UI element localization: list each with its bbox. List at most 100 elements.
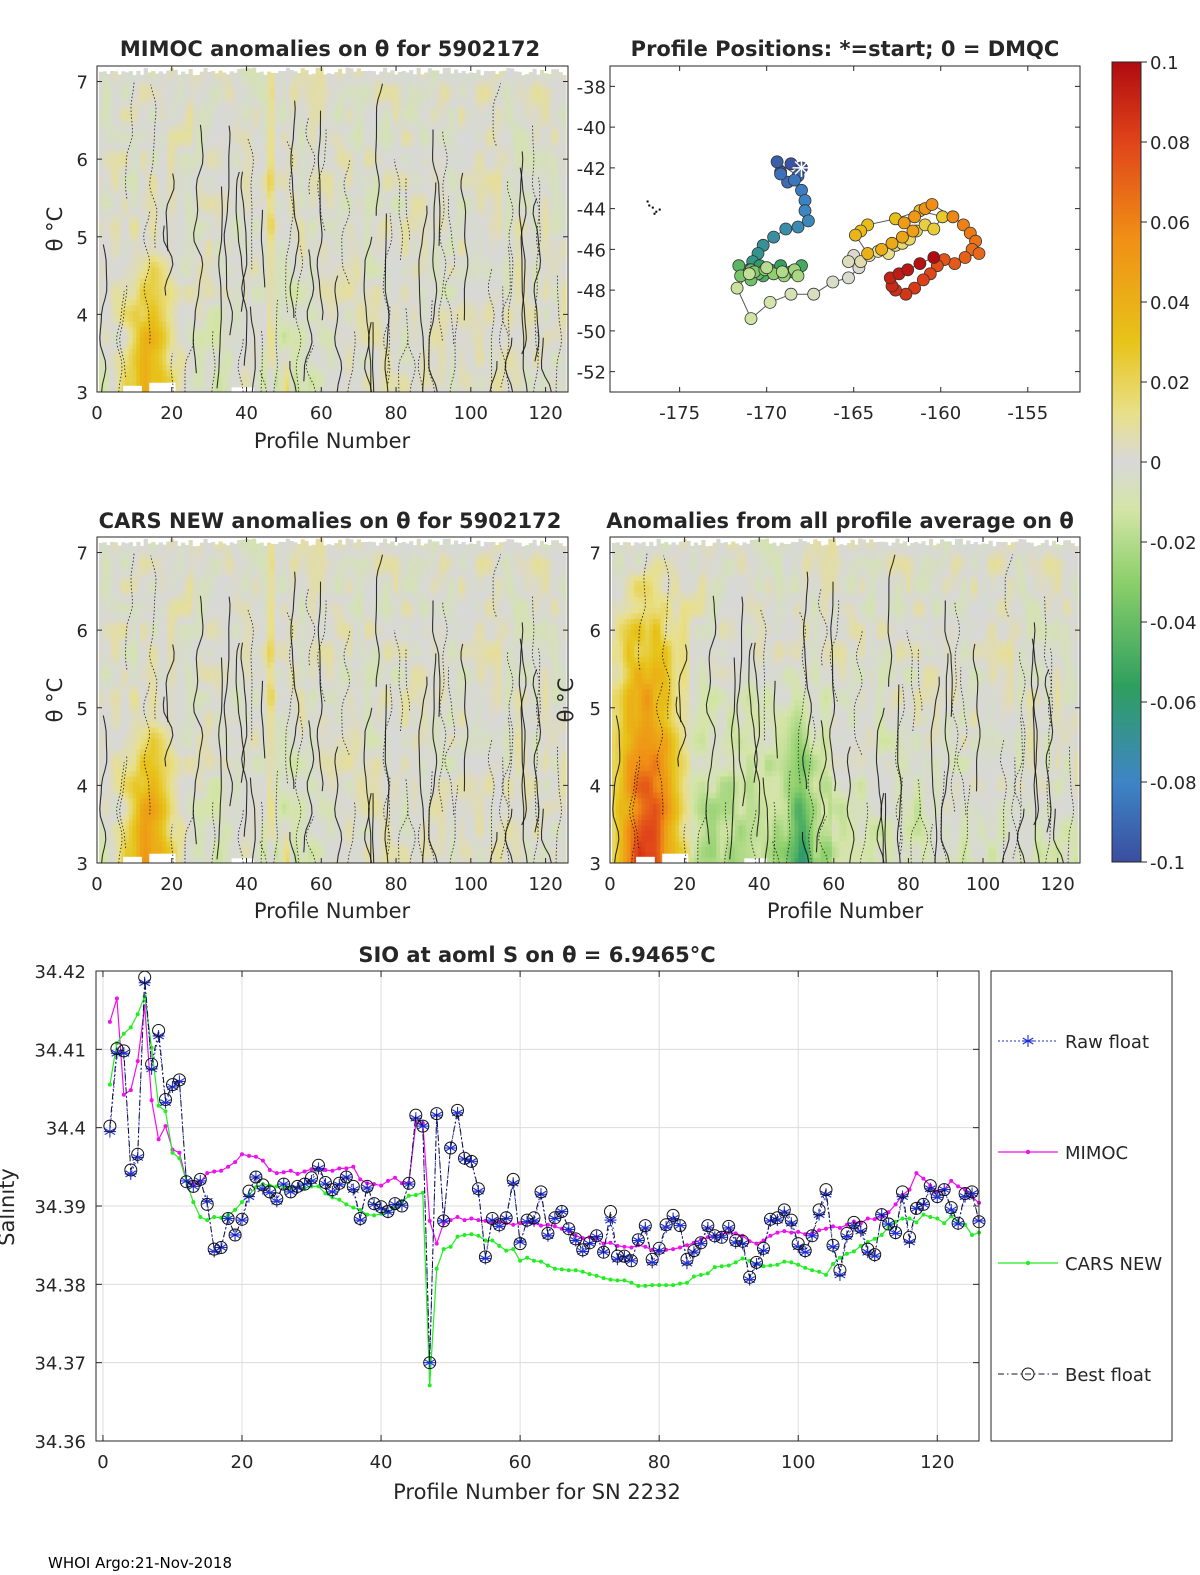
heatmap-cell [177, 142, 182, 148]
heatmap-cell [102, 234, 107, 241]
heatmap-cell [383, 212, 388, 219]
heatmap-cell [125, 234, 130, 241]
heatmap-cell [285, 201, 290, 208]
heatmap-cell [282, 245, 287, 252]
heatmap-cell [136, 142, 141, 148]
heatmap-cell [341, 76, 346, 83]
heatmap-cell [285, 196, 290, 203]
heatmap-cell [181, 98, 186, 105]
heatmap-cell [304, 114, 309, 121]
heatmap-cell [304, 152, 309, 159]
heatmap-cell [132, 196, 137, 203]
heatmap-cell [203, 207, 208, 214]
heatmap-cell [289, 82, 294, 89]
heatmap-cell [364, 272, 369, 279]
heatmap-cell [143, 131, 148, 138]
heatmap-cell [222, 125, 227, 132]
heatmap-cell [196, 343, 201, 349]
heatmap-cell [397, 87, 403, 94]
heatmap-cell [326, 294, 332, 301]
heatmap-cell [147, 234, 152, 241]
heatmap-cell [345, 104, 350, 110]
heatmap-cell [394, 234, 399, 241]
heatmap-cell [102, 277, 107, 284]
heatmap-cell [98, 354, 104, 360]
heatmap-cell [345, 196, 350, 203]
heatmap-cell [270, 109, 275, 116]
heatmap-cell [151, 370, 156, 377]
heatmap-cell [319, 147, 324, 154]
heatmap-cell [315, 131, 320, 138]
heatmap-cell [203, 152, 208, 159]
heatmap-cell [229, 93, 234, 100]
heatmap-cell [203, 234, 208, 241]
heatmap-cell [196, 180, 201, 186]
heatmap-cell [132, 277, 137, 284]
heatmap-cell [259, 277, 264, 284]
heatmap-cell [222, 109, 227, 116]
heatmap-cell [255, 321, 261, 328]
heatmap-cell [166, 305, 171, 311]
heatmap-cell [345, 163, 350, 170]
heatmap-cell [226, 250, 231, 257]
heatmap-cell [330, 104, 335, 110]
heatmap-cell [356, 180, 361, 186]
heatmap-cell [379, 131, 384, 138]
heatmap-cell [289, 196, 294, 203]
heatmap-cell [199, 239, 204, 246]
heatmap-cell [349, 354, 354, 360]
heatmap-cell [207, 136, 212, 143]
heatmap-cell [368, 359, 373, 366]
heatmap-cell [226, 74, 231, 78]
heatmap-cell [274, 359, 279, 366]
heatmap-cell [113, 82, 118, 89]
heatmap-cell [379, 147, 384, 154]
heatmap-cell [196, 98, 201, 105]
heatmap-cell [375, 272, 380, 279]
heatmap-cell [297, 288, 302, 295]
heatmap-cell [196, 250, 201, 257]
heatmap-cell [364, 343, 369, 349]
heatmap-cell [383, 120, 388, 127]
heatmap-cell [308, 348, 313, 355]
heatmap-cell [267, 163, 272, 170]
heatmap-cell [338, 180, 343, 186]
heatmap-cell [188, 218, 193, 224]
heatmap-cell [405, 163, 410, 170]
heatmap-cell [270, 321, 275, 328]
heatmap-cell [353, 98, 358, 105]
heatmap-cell [188, 201, 193, 208]
heatmap-cell [128, 277, 133, 284]
heatmap-cell [289, 343, 294, 349]
heatmap-cell [248, 174, 253, 181]
heatmap-cell [278, 142, 283, 148]
heatmap-cell [405, 234, 410, 241]
heatmap-cell [110, 294, 115, 301]
heatmap-cell [345, 191, 350, 197]
heatmap-cell [289, 381, 294, 387]
heatmap-cell [181, 288, 186, 295]
heatmap-cell [248, 321, 253, 328]
heatmap-cell [267, 326, 272, 333]
heatmap-cell [263, 169, 268, 176]
heatmap-cell [214, 337, 219, 344]
heatmap-cell [297, 163, 302, 170]
heatmap-cell [311, 142, 317, 148]
heatmap-cell [330, 185, 335, 192]
heatmap-cell [300, 245, 305, 252]
heatmap-cell [184, 174, 189, 181]
heatmap-cell [379, 267, 384, 273]
heatmap-cell [330, 386, 335, 393]
heatmap-cell [98, 299, 104, 306]
heatmap-cell [285, 131, 290, 138]
heatmap-cell [240, 114, 246, 121]
heatmap-cell [207, 196, 212, 203]
heatmap-cell [326, 180, 332, 186]
heatmap-cell [162, 370, 167, 377]
heatmap-cell [110, 131, 115, 138]
heatmap-cell [315, 174, 320, 181]
heatmap-cell [270, 381, 275, 387]
heatmap-cell [132, 332, 137, 339]
heatmap-cell [386, 272, 391, 279]
heatmap-cell [267, 321, 272, 328]
